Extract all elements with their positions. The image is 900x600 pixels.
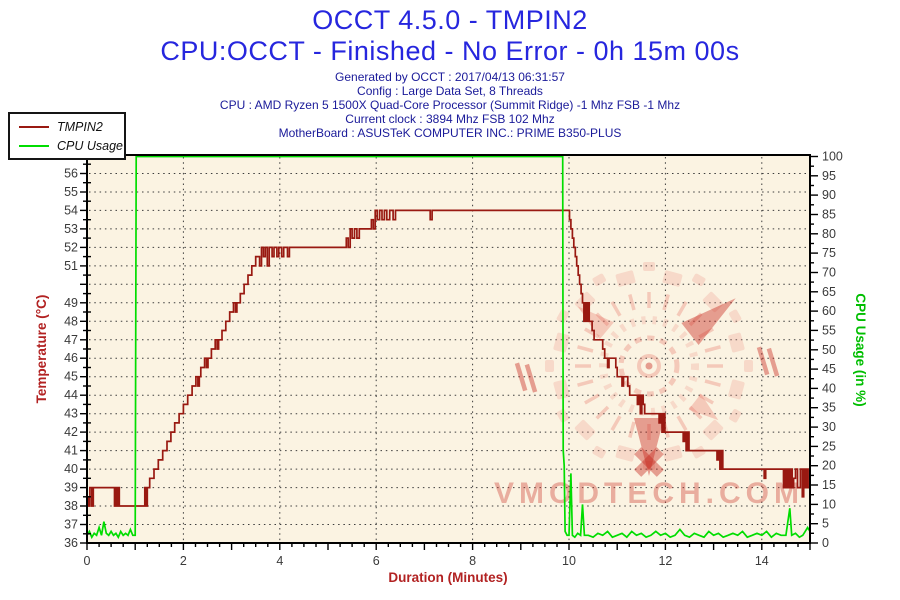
svg-text:95: 95 (822, 169, 836, 183)
y-left-labels: 36 37 38 39 40 41 42 43 44 45 46 47 48 49 51 52 53 54 55 56… (64, 148, 78, 550)
svg-text:90: 90 (822, 188, 836, 202)
svg-text:60: 60 (822, 304, 836, 318)
svg-text:12: 12 (658, 554, 672, 568)
legend-label-tmpin2: TMPIN2 (57, 119, 103, 134)
svg-text:39: 39 (64, 481, 78, 495)
info-line-cpu: CPU : AMD Ryzen 5 1500X Quad-Core Proces… (219, 98, 681, 112)
legend-item-cpu-usage: CPU Usage (10, 136, 124, 155)
page-title: OCCT 4.5.0 - TMPIN2 (312, 5, 588, 35)
svg-text:25: 25 (822, 439, 836, 453)
svg-text:0: 0 (84, 554, 91, 568)
svg-text:15: 15 (822, 478, 836, 492)
svg-text:40: 40 (822, 381, 836, 395)
svg-text:80: 80 (822, 227, 836, 241)
svg-text:48: 48 (64, 314, 78, 328)
x-axis-labels: 0 2 4 6 8 10 12 14 (84, 554, 769, 568)
svg-text:54: 54 (64, 203, 78, 217)
svg-text:56: 56 (64, 167, 78, 181)
watermark-text: VMODTECH.COM (494, 477, 804, 510)
svg-text:37: 37 (64, 518, 78, 532)
svg-text:49: 49 (64, 296, 78, 310)
svg-text:46: 46 (64, 351, 78, 365)
svg-text:50: 50 (822, 343, 836, 357)
svg-text:36: 36 (64, 536, 78, 550)
svg-text:4: 4 (276, 554, 283, 568)
info-line-clock: Current clock : 3894 Mhz FSB 102 Mhz (345, 112, 555, 126)
svg-text:35: 35 (822, 401, 836, 415)
svg-text:10: 10 (822, 497, 836, 511)
svg-text:44: 44 (64, 388, 78, 402)
svg-text:75: 75 (822, 246, 836, 260)
axis-ticks (80, 154, 818, 550)
svg-text:51: 51 (64, 259, 78, 273)
svg-text:42: 42 (64, 425, 78, 439)
svg-text:43: 43 (64, 407, 78, 421)
cpu-usage-series-line (86, 155, 811, 540)
info-line-generated: Generated by OCCT : 2017/04/13 06:31:57 (335, 70, 565, 84)
svg-text:20: 20 (822, 459, 836, 473)
y-right-labels: 0 5 10 15 20 25 30 35 40 45 50 55 60 65 70 75 80 85 90 95 10… (822, 150, 843, 551)
svg-text:0: 0 (822, 536, 829, 550)
svg-text:55: 55 (822, 323, 836, 337)
x-axis-title: Duration (Minutes) (388, 570, 507, 585)
legend: TMPIN2 CPU Usage (8, 112, 126, 160)
y-left-axis-title: Temperature (°C) (34, 295, 49, 404)
svg-text:53: 53 (64, 222, 78, 236)
tmpin2-series-line (87, 209, 811, 507)
svg-text:38: 38 (64, 499, 78, 513)
legend-label-cpu-usage: CPU Usage (57, 138, 123, 153)
test-info-block: Generated by OCCT : 2017/04/13 06:31:57 … (0, 70, 900, 140)
cpu-usage-line-swatch (19, 144, 49, 147)
legend-item-tmpin2: TMPIN2 (10, 117, 124, 136)
svg-text:45: 45 (822, 362, 836, 376)
svg-text:41: 41 (64, 444, 78, 458)
svg-text:45: 45 (64, 370, 78, 384)
plot-background (87, 155, 810, 543)
svg-text:2: 2 (180, 554, 187, 568)
svg-text:47: 47 (64, 333, 78, 347)
svg-text:10: 10 (562, 554, 576, 568)
svg-text:52: 52 (64, 240, 78, 254)
info-line-motherboard: MotherBoard : ASUSTeK COMPUTER INC.: PRI… (278, 126, 622, 140)
y-right-axis-title: CPU Usage (in %) (853, 293, 868, 406)
svg-text:70: 70 (822, 266, 836, 280)
svg-text:6: 6 (373, 554, 380, 568)
svg-text:85: 85 (822, 208, 836, 222)
watermark-emblem (514, 262, 780, 477)
svg-text:65: 65 (822, 285, 836, 299)
svg-text:40: 40 (64, 462, 78, 476)
info-line-config: Config : Large Data Set, 8 Threads (357, 84, 543, 98)
svg-text:14: 14 (755, 554, 769, 568)
tmpin2-line-swatch (19, 125, 49, 128)
svg-text:5: 5 (822, 517, 829, 531)
svg-text:55: 55 (64, 185, 78, 199)
svg-text:100: 100 (822, 150, 843, 164)
test-status-title: CPU:OCCT - Finished - No Error - 0h 15m … (160, 36, 740, 66)
svg-text:8: 8 (469, 554, 476, 568)
svg-text:30: 30 (822, 420, 836, 434)
